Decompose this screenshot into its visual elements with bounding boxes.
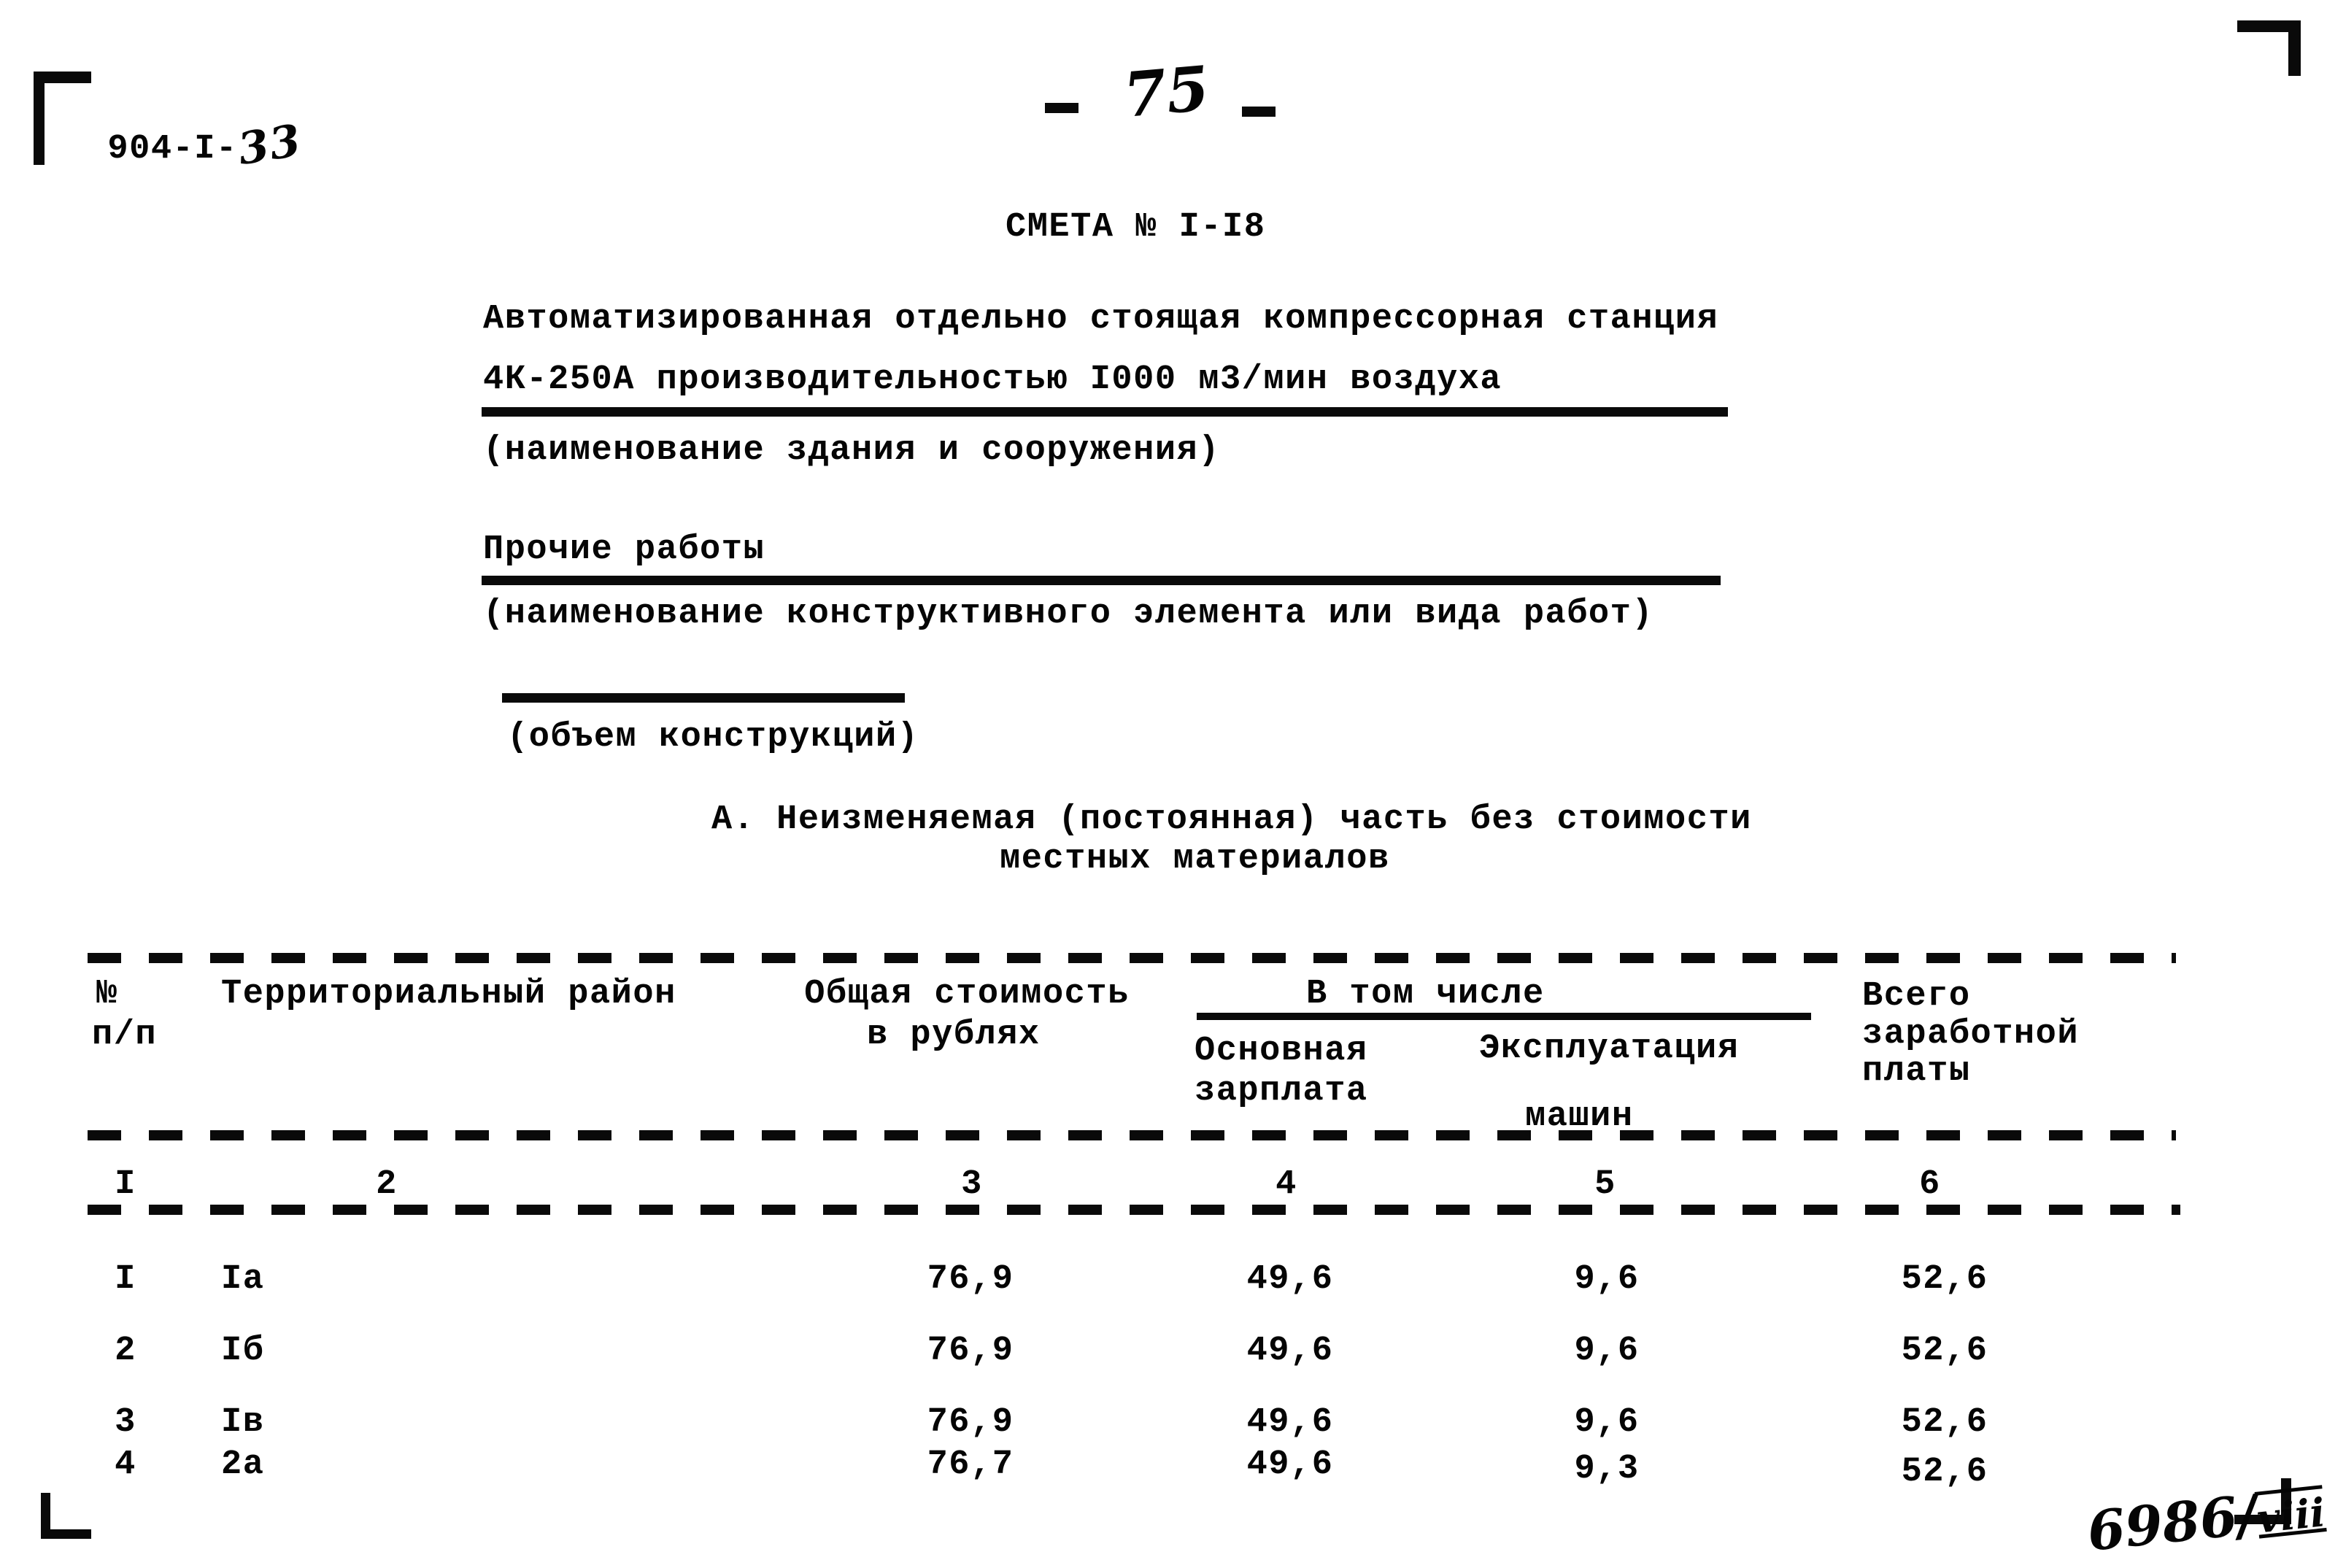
header-base-salary-line2: зарплата [1195,1072,1368,1111]
cell-district: Iб [221,1332,265,1370]
archive-stamp-number: 6986/ [2084,1483,2261,1564]
table-border-header-bottom [88,1130,2176,1140]
table-row: 4 2а 76,7 49,6 9,3 52,6 [0,1445,2327,1491]
column-number-6: 6 [1919,1165,1941,1204]
header-machines-line2: машин [1525,1097,1634,1136]
section-heading-line2: местных материалов [1000,840,1390,878]
object-name-underline [482,407,1728,417]
volume-caption: (объем конструкций) [507,718,919,757]
cell-num: 2 [115,1332,136,1370]
column-number-2: 2 [376,1165,398,1204]
section-heading-line1: А. Неизменяемая (постоянная) часть без с… [711,800,1752,839]
crop-mark-bottom-left [41,1493,91,1539]
object-name-line1: Автоматизированная отдельно стоящая комп… [483,300,1719,339]
doc-code-handwritten: 33 [234,115,305,175]
header-base-salary-line1: Основная [1195,1032,1368,1070]
table-border-colnum-bottom [88,1205,2180,1215]
crop-mark-top-left [34,72,91,165]
header-num-line1: № [96,975,118,1013]
cell-num: I [115,1260,136,1299]
cell-district: Iв [221,1403,265,1442]
cell-total-salary: 52,6 [1901,1260,1988,1299]
object-name-caption: (наименование здания и сооружения) [483,431,1220,470]
cell-district: 2а [221,1445,265,1484]
cell-district: Iа [221,1260,265,1299]
column-number-3: 3 [961,1165,983,1204]
cell-total: 76,9 [927,1403,1014,1442]
table-row: I Iа 76,9 49,6 9,6 52,6 [0,1260,2327,1305]
cell-num: 4 [115,1445,136,1484]
object-name-line2: 4К-250А производительностью I000 м3/мин … [483,360,1502,399]
cell-total: 76,9 [927,1332,1014,1370]
page-dash-left: - [1045,103,1078,113]
cell-base-salary: 49,6 [1246,1332,1334,1370]
doc-code-typed: 904-I- [107,129,238,169]
column-number-5: 5 [1594,1165,1616,1204]
header-total-line1: Общая стоимость [804,975,1130,1013]
cell-num: 3 [115,1403,136,1442]
header-total-line2: в рублях [867,1016,1041,1054]
header-machines-line1: Эксплуатация [1479,1030,1740,1068]
cell-machines: 9,6 [1574,1260,1640,1299]
header-salary-line1: Всего [1862,977,1971,1016]
cell-machines: 9,6 [1574,1332,1640,1370]
header-salary-line2: заработной [1862,1015,2080,1054]
header-including: В том числе [1306,975,1545,1013]
crop-mark-bottom-right [2234,1478,2291,1524]
work-name: Прочие работы [483,530,765,569]
cell-machines: 9,6 [1574,1403,1640,1442]
cell-base-salary: 49,6 [1246,1260,1334,1299]
crop-mark-top-right [2237,20,2301,76]
table-row: 3 Iв 76,9 49,6 9,6 52,6 [0,1403,2327,1448]
header-district: Территориальный район [221,975,676,1013]
header-including-underline [1197,1013,1811,1020]
cell-total: 76,9 [927,1260,1014,1299]
table-row: 2 Iб 76,9 49,6 9,6 52,6 [0,1332,2327,1376]
cell-machines: 9,3 [1574,1450,1640,1488]
work-name-caption: (наименование конструктивного элемента и… [483,595,1654,633]
cell-total-salary: 52,6 [1901,1332,1988,1370]
volume-underline [502,693,905,703]
column-number-4: 4 [1276,1165,1297,1204]
header-num-line2: п/п [92,1016,158,1054]
column-number-1: I [115,1165,136,1204]
estimate-title: СМЕТА № I-I8 [1006,208,1266,247]
page-dash-right: - [1242,107,1276,117]
cell-base-salary: 49,6 [1246,1403,1334,1442]
work-name-underline [482,576,1721,585]
cell-total-salary: 52,6 [1901,1453,1988,1491]
archive-stamp-roman: viii [2255,1488,2327,1542]
table-border-top [88,953,2176,963]
cell-total: 76,7 [927,1445,1014,1484]
cell-base-salary: 49,6 [1246,1445,1334,1484]
cell-total-salary: 52,6 [1901,1403,1988,1442]
page-number: 75 [1120,52,1212,131]
header-salary-line3: платы [1862,1052,1971,1091]
doc-code: 904-I-33 [64,85,305,175]
